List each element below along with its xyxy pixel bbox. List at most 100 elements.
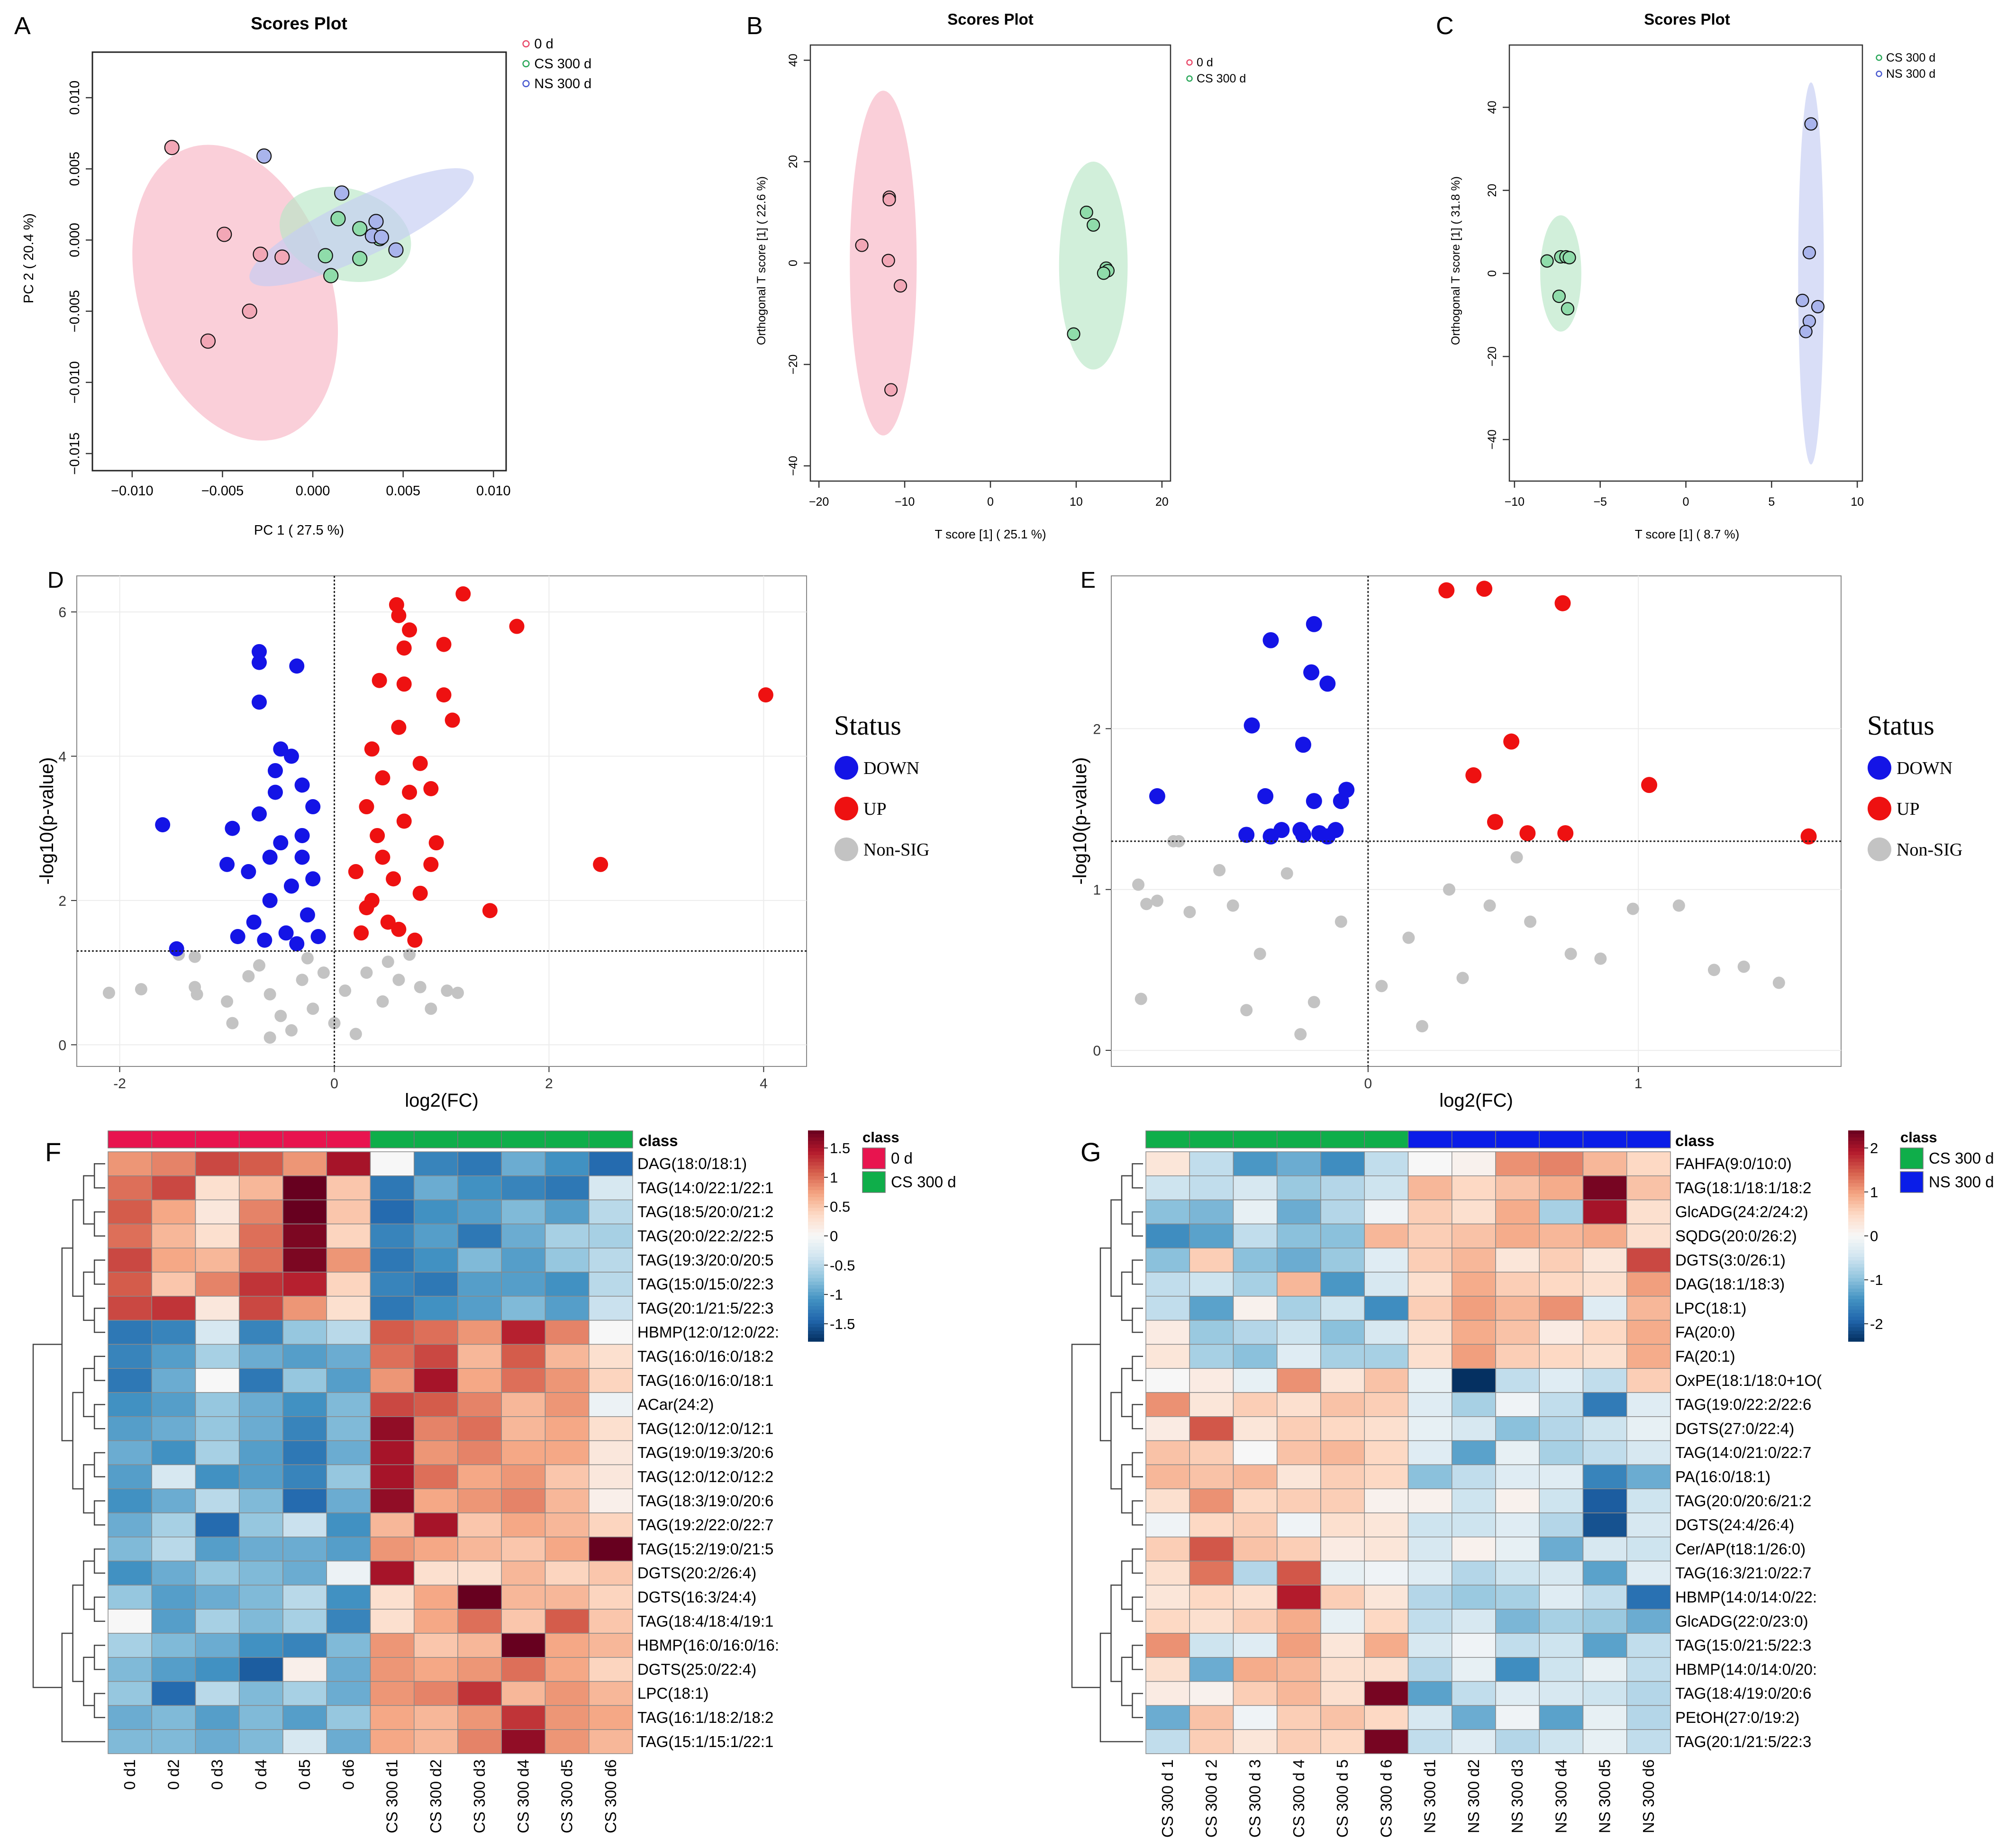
chart-g-heatmap-cell [1320,1705,1365,1730]
chart-g-colorbar-segment [1848,1134,1864,1138]
chart-g-heatmap-cell [1320,1416,1365,1441]
chart-f-heatmap-cell [151,1416,196,1441]
chart-e-point-non-sig [1183,906,1196,919]
chart-d-point-up [412,885,428,901]
chart-e-point-down [1295,827,1311,843]
chart-g-colorbar-segment [1848,1299,1864,1303]
chart-e-point-non-sig [1226,899,1239,912]
chart-g-heatmap-cell [1364,1681,1409,1706]
chart-g-heatmap-cell [1407,1223,1452,1248]
chart-f-heatmap-cell [108,1151,152,1176]
chart-f-heatmap-cell [414,1537,458,1562]
chart-f-heatmap-cell [589,1175,633,1201]
chart-f-row-label: TAG(19:3/20:0/20:5 [637,1251,773,1269]
chart-f-colorbar-segment [808,1320,824,1324]
chart-f-heatmap-cell [239,1633,283,1658]
chart-d-point-non-sig [253,959,265,972]
chart-f-heatmap-cell [108,1320,152,1345]
chart-g-heatmap-cell [1495,1488,1540,1513]
chart-f-heatmap-cell [108,1488,152,1513]
chart-f-heatmap-cell [108,1729,152,1754]
chart-g-heatmap-cell [1626,1151,1671,1176]
chart-e-point-down [1295,737,1311,753]
chart-f-heatmap-cell [282,1488,327,1513]
chart-f-row-label: TAG(16:0/16:0/18:2 [637,1347,773,1365]
chart-f-heatmap-cell [282,1440,327,1466]
chart-d-point-down [305,871,321,887]
chart-g-heatmap-cell [1189,1560,1234,1586]
chart-f-heatmap-cell [545,1368,590,1393]
chart-f-colorbar-segment [808,1306,824,1311]
chart-c-legend-label-cs-300-d: CS 300 d [1886,51,1935,64]
chart-g-heatmap-cell [1495,1199,1540,1225]
chart-f-heatmap-cell [545,1560,590,1586]
chart-g-heatmap-cell [1364,1296,1409,1321]
panel-letter-g: G [1080,1137,1101,1167]
chart-f-colorbar-segment [808,1338,824,1342]
chart-f-heatmap-cell [414,1729,458,1754]
chart-g-heatmap-cell [1233,1729,1278,1754]
chart-g-heatmap-cell [1582,1416,1627,1441]
chart-e-point-non-sig [1594,952,1607,965]
chart-f-colorbar-segment [808,1201,824,1205]
chart-g-colorbar-tick-label: 1 [1870,1184,1878,1201]
chart-f-colorbar-segment [808,1330,824,1335]
chart-f-class-bar-cell [195,1130,240,1148]
chart-g-colorbar-segment [1848,1183,1864,1187]
chart-g-heatmap-cell [1233,1392,1278,1417]
chart-g-heatmap-cell [1364,1705,1409,1730]
chart-f-colorbar-segment [808,1239,824,1244]
chart-g-heatmap-cell [1364,1584,1409,1610]
chart-f-heatmap-cell [589,1392,633,1417]
chart-e-point-down [1262,632,1279,648]
chart-f-heatmap-cell [151,1633,196,1658]
chart-g-heatmap-cell [1452,1392,1496,1417]
chart-f-heatmap-cell [457,1223,502,1248]
chart-f-heatmap-cell [370,1175,415,1201]
chart-f-heatmap-cell [545,1537,590,1562]
chart-g-heatmap-cell [1189,1705,1234,1730]
chart-f-heatmap-cell [195,1416,240,1441]
chart-d-legend-title: Status [834,710,901,741]
chart-g-colorbar-segment [1848,1141,1864,1145]
chart-d-y-tick-label: 0 [58,1038,66,1053]
chart-g-colorbar-segment [1848,1148,1864,1152]
chart-f-heatmap-cell [589,1464,633,1489]
chart-f-heatmap-cell [501,1464,546,1489]
chart-f-heatmap-cell [239,1392,283,1417]
chart-g-column-label: CS 300 d 1 [1159,1759,1176,1838]
chart-g-heatmap-cell [1539,1392,1584,1417]
chart-g-class-bar-cell [1626,1130,1671,1148]
chart-b-x-tick-label: −10 [895,495,915,509]
chart-f-heatmap-cell [370,1584,415,1610]
chart-g-heatmap-cell [1626,1584,1671,1610]
chart-g-heatmap-cell [1320,1609,1365,1634]
chart-g-heatmap-cell [1582,1151,1627,1176]
chart-f-heatmap-cell [501,1416,546,1441]
chart-f-heatmap-cell [370,1272,415,1297]
chart-g-heatmap-cell [1145,1272,1190,1297]
chart-e-point-non-sig [1135,992,1147,1005]
chart-g-heatmap-cell [1145,1560,1190,1586]
chart-f-heatmap-cell [282,1272,327,1297]
chart-f-heatmap-cell [501,1633,546,1658]
chart-f-heatmap-cell [589,1537,633,1562]
chart-f-heatmap-cell [282,1464,327,1489]
chart-g-class-label: class [1675,1132,1715,1149]
chart-g-heatmap-cell [1407,1488,1452,1513]
chart-d-point-up [354,925,369,941]
chart-f-class-bar-cell [414,1130,458,1148]
chart-f-heatmap-cell [589,1705,633,1730]
chart-g-column-label: NS 300 d6 [1640,1759,1657,1833]
chart-f-heatmap-cell [370,1512,415,1538]
chart-g-colorbar: 2 1 0 -1 -2 [1848,1130,1883,1342]
chart-c-x-tick-label: 5 [1768,495,1775,509]
chart-g-heatmap-cell [1407,1151,1452,1176]
chart-f-heatmap-cell [545,1657,590,1682]
chart-c-x-label: T score [1] ( 8.7 %) [1635,527,1740,541]
chart-b-point-cs-300-d [1067,327,1080,341]
chart-f-heatmap-cell [108,1464,152,1489]
chart-d-point-non-sig [451,986,464,999]
chart-d-point-up [593,856,608,872]
chart-g-heatmap-cell [1407,1320,1452,1345]
